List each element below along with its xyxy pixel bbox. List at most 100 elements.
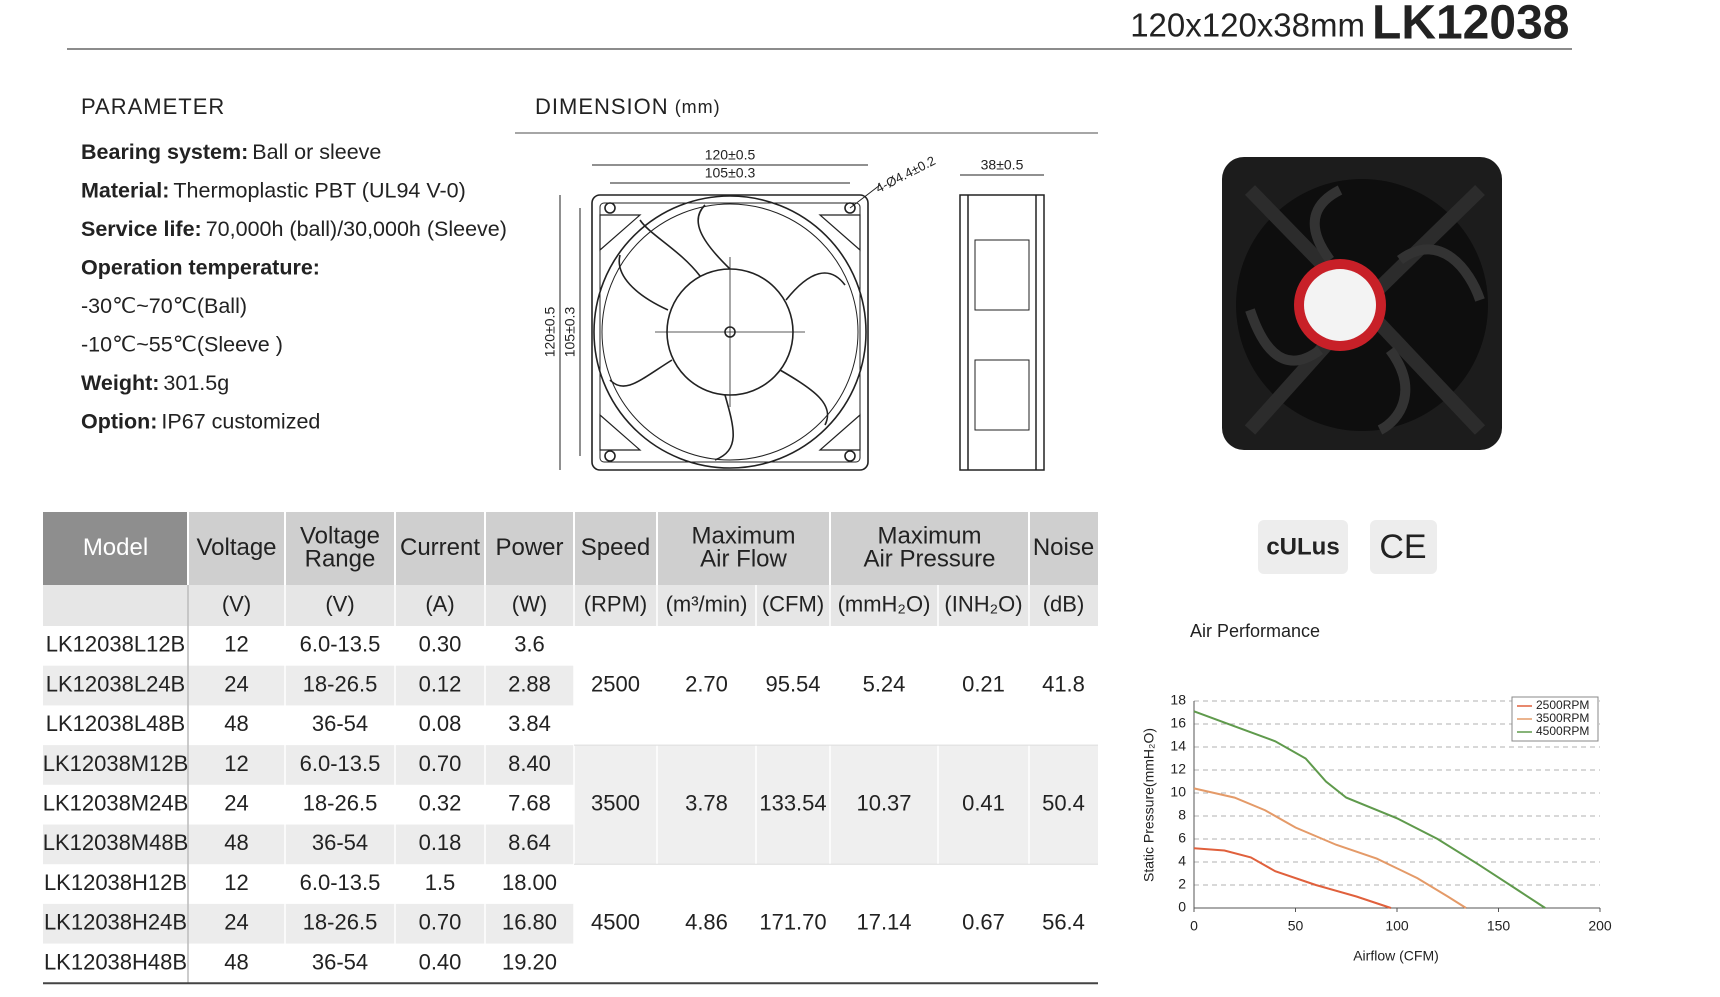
header-cell: Range — [305, 545, 376, 572]
table-cell: LK12038M12B — [43, 751, 189, 776]
group-cell: 2500 — [591, 671, 640, 696]
table-cell: 18.00 — [502, 870, 557, 895]
venturi — [593, 195, 867, 469]
front-view — [559, 164, 881, 471]
x-axis-label: Airflow (CFM) — [1353, 948, 1439, 964]
table-cell: 0.30 — [419, 632, 462, 657]
parameter-value: IP67 customized — [161, 409, 320, 433]
parameter-value: -30℃~70℃(Ball) — [81, 294, 247, 318]
group-cell: 5.24 — [863, 671, 906, 696]
parameter-value: 301.5g — [163, 371, 229, 395]
parameter-label: Option: — [81, 409, 157, 433]
header-cell: Current — [400, 534, 480, 561]
table-cell: 0.40 — [419, 949, 462, 974]
parameter-value: Ball or sleeve — [252, 140, 381, 164]
units-bg — [43, 585, 1098, 626]
y-tick-label: 4 — [1178, 853, 1186, 869]
table-cell: 36-54 — [312, 949, 368, 974]
group-cell: 3500 — [591, 790, 640, 815]
table-cell: 12 — [224, 870, 248, 895]
legend-label: 3500RPM — [1536, 711, 1589, 725]
x-tick-label: 0 — [1190, 918, 1198, 934]
parameter-label: Material: — [81, 178, 169, 202]
fan-photo — [1222, 157, 1502, 450]
dimension-title-text: DIMENSION — [535, 94, 669, 119]
side-view — [959, 174, 1045, 471]
table-cell: LK12038H24B — [44, 910, 187, 935]
table-cell: 0.32 — [419, 790, 462, 815]
table-cell: 12 — [224, 632, 248, 657]
group-cell: 41.8 — [1042, 671, 1085, 696]
corner-ribs — [599, 214, 861, 451]
side-frame — [959, 194, 1045, 471]
table-cell: 6.0-13.5 — [300, 870, 381, 895]
ul-logo: cULus — [1266, 533, 1339, 560]
parameter-item: Option: IP67 customized — [81, 409, 320, 433]
hole — [604, 202, 616, 214]
y-tick-label: 2 — [1178, 876, 1186, 892]
y-tick-label: 18 — [1170, 692, 1186, 708]
group-cell: 0.67 — [962, 910, 1005, 935]
group-cell: 3.78 — [685, 790, 728, 815]
hole — [844, 450, 856, 462]
header-cell: Air Pressure — [863, 545, 995, 572]
dim-label: 105±0.3 — [705, 165, 756, 181]
header-cell: Maximum — [691, 522, 795, 549]
unit-cell: (INH₂O) — [944, 591, 1022, 616]
table-cell: 24 — [224, 790, 248, 815]
unit-cell: (W) — [512, 591, 547, 616]
blades — [609, 204, 846, 461]
unit-cell: (V) — [222, 591, 251, 616]
table-cell: LK12038M24B — [43, 790, 189, 815]
parameter-item: Service life: 70,000h (ball)/30,000h (Sle… — [81, 217, 507, 241]
ce-logo: CE — [1379, 528, 1426, 566]
y-tick-label: 0 — [1178, 899, 1186, 915]
header-cell: Voltage — [196, 534, 276, 561]
dim-label: 38±0.5 — [981, 157, 1024, 173]
legend-label: 4500RPM — [1536, 724, 1589, 738]
table-cell: 8.64 — [508, 830, 551, 855]
table-cell: 18-26.5 — [303, 671, 378, 696]
table-cell: 24 — [224, 910, 248, 935]
table-cell: 2.88 — [508, 671, 551, 696]
y-tick-label: 16 — [1170, 715, 1186, 731]
y-tick-label: 8 — [1178, 807, 1186, 823]
table-cell: LK12038M48B — [43, 830, 189, 855]
table-cell: 0.12 — [419, 671, 462, 696]
parameter-item: -30℃~70℃(Ball) — [81, 294, 247, 318]
table-cell: 0.70 — [419, 751, 462, 776]
fan-label — [1304, 269, 1376, 341]
parameter-label: Service life: — [81, 217, 202, 241]
chart-title: Air Performance — [1190, 621, 1320, 641]
group-cell: 4.86 — [685, 910, 728, 935]
parameter-value: 70,000h (ball)/30,000h (Sleeve) — [206, 217, 507, 241]
table-cell: 16.80 — [502, 910, 557, 935]
group-cell: 0.41 — [962, 790, 1005, 815]
table-cell: 48 — [224, 830, 248, 855]
group-cell: 171.70 — [759, 910, 826, 935]
unit-cell: (RPM) — [584, 591, 648, 616]
y-axis-label: Static Pressure(mmH₂O) — [1141, 728, 1157, 882]
logo-box — [1258, 520, 1348, 574]
header-cell: Voltage — [300, 522, 380, 549]
table-cell: LK12038L48B — [46, 711, 185, 736]
parameter-label: Bearing system: — [81, 140, 248, 164]
parameter-item: Bearing system: Ball or sleeve — [81, 140, 381, 164]
fan-blades — [1245, 185, 1485, 435]
table-cell: 3.84 — [508, 711, 551, 736]
parameter-label: Weight: — [81, 371, 159, 395]
hole — [844, 202, 856, 214]
parameter-value: -10℃~55℃(Sleeve ) — [81, 332, 283, 356]
group-cell: 17.14 — [856, 910, 911, 935]
header-cell: Model — [83, 534, 148, 561]
header-bg-model — [43, 512, 188, 585]
y-tick-label: 14 — [1170, 738, 1186, 754]
dimension-unit: (mm) — [675, 97, 721, 117]
x-tick-label: 100 — [1385, 918, 1409, 934]
header-cell: Maximum — [877, 522, 981, 549]
legend-label: 2500RPM — [1536, 698, 1589, 712]
table-cell: 1.5 — [425, 870, 456, 895]
group-cell: 95.54 — [765, 671, 820, 696]
dim-label: 4-Ø4.4±0.2 — [873, 153, 938, 196]
